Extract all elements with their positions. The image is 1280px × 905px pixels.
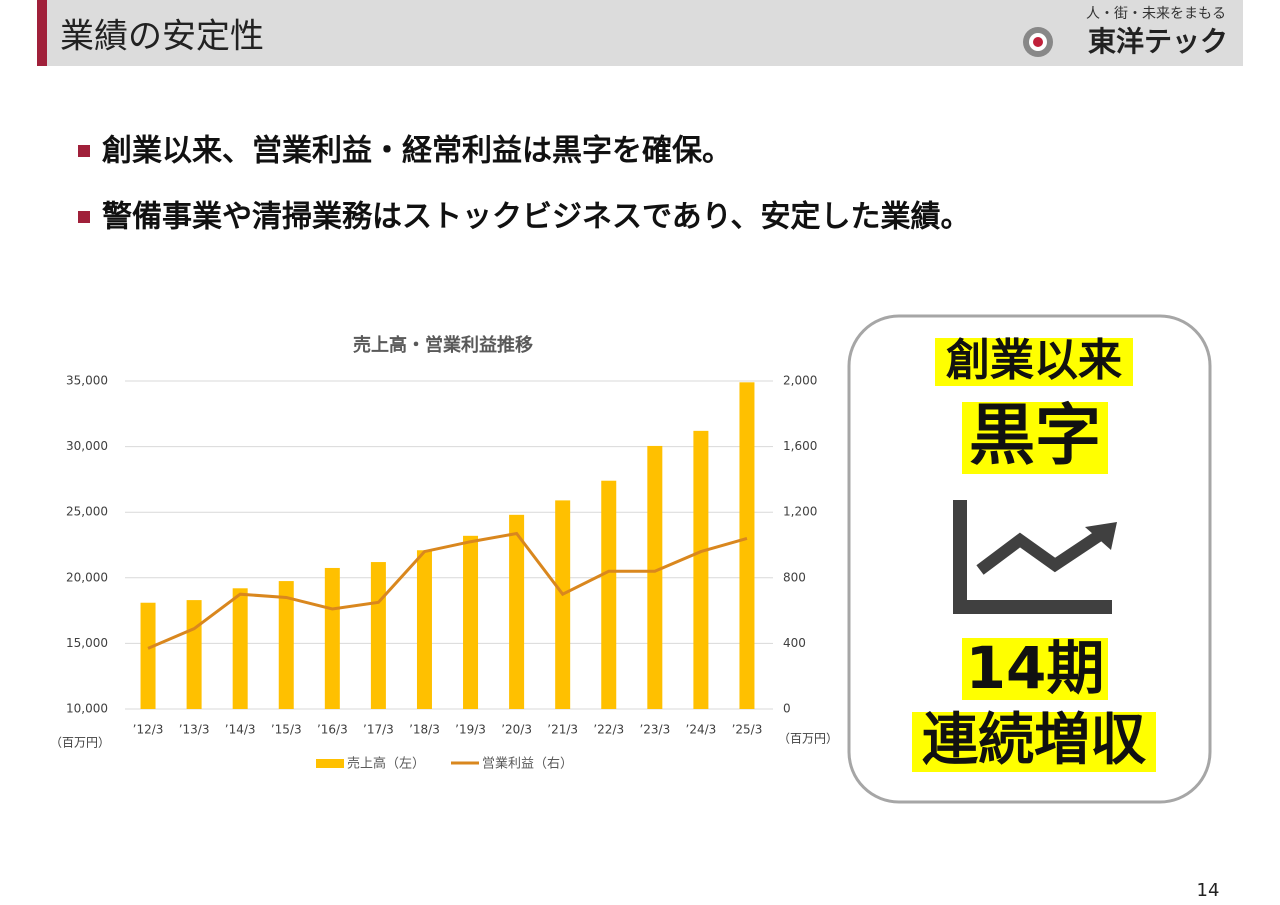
x-tick-label: ’24/3 [686,723,717,737]
logo: 東洋テック [1088,25,1228,58]
x-tick-label: ’25/3 [732,723,763,737]
highlight [962,402,1108,474]
legend-label: 売上高（左） [347,756,425,772]
highlight [935,338,1133,386]
trend-icon [976,530,1104,575]
trend-icon [953,500,1112,614]
bar [509,514,525,709]
bullet: 警備事業や清掃業務はストックビジネスであり、安定した業績。 [102,200,971,235]
x-tick-label: ’23/3 [639,723,670,737]
page-number: 14 [1197,880,1220,901]
x-tick-label: ’16/3 [317,723,348,737]
bar [555,500,571,709]
highlight [962,638,1108,700]
x-tick-label: ’14/3 [225,723,256,737]
bar [324,567,340,709]
badge-text: 黒字 [969,397,1101,474]
chart-title: 売上高・営業利益推移 [353,334,533,356]
legend-swatch [316,759,344,768]
x-tick-label: ’15/3 [271,723,302,737]
bar [186,600,202,709]
x-tick-label: ’13/3 [179,723,210,737]
y-tick-label: 25,000 [66,505,108,519]
bar [647,445,663,709]
y-tick-label: 10,000 [66,702,108,716]
bar [693,430,709,709]
y2-tick-label: 800 [783,570,806,584]
bar [278,581,294,709]
bar [416,550,432,709]
y-unit: （百万円） [50,736,110,750]
header-accent [37,0,47,66]
page-title: 業績の安定性 [60,17,264,57]
line [147,531,748,650]
trend-icon [1085,522,1117,550]
badge [847,314,1212,804]
y2-tick-label: 1,600 [783,439,817,453]
bar [463,535,479,709]
bar [739,382,755,709]
bar [140,602,156,709]
y2-tick-label: 0 [783,702,791,716]
x-tick-label: ’17/3 [363,723,394,737]
chart: 10,000 15,000 20,000 25,000 30,000 35,000 0 400… [66,374,817,772]
logo-icon [1033,37,1043,47]
x-tick-label: ’22/3 [593,723,624,737]
tagline: 人・街・未来をまもる [1086,6,1226,22]
bullet-marker [78,211,90,223]
badge-text: 創業以来 [946,335,1122,386]
bullet: 創業以来、営業利益・経常利益は黒字を確保。 [102,134,732,169]
x-tick-label: ’18/3 [409,723,440,737]
x-tick-label: ’20/3 [501,723,532,737]
x-tick-label: ’12/3 [133,723,164,737]
bullet-marker [78,145,90,157]
x-tick-label: ’21/3 [547,723,578,737]
y2-unit: （百万円） [778,732,838,746]
badge-text: 連続増収 [922,708,1146,773]
y2-tick-label: 1,200 [783,505,817,519]
badge-text: 14期 [966,634,1105,702]
y-tick-label: 35,000 [66,374,108,388]
legend-label: 営業利益（右） [482,756,573,772]
y2-tick-label: 2,000 [783,374,817,388]
y2-tick-label: 400 [783,636,806,650]
x-tick-label: ’19/3 [455,723,486,737]
bar [370,562,386,709]
bar [601,480,617,709]
highlight [912,712,1156,772]
y-tick-label: 15,000 [66,636,108,650]
y-tick-label: 20,000 [66,570,108,584]
bar [232,588,248,709]
y-tick-label: 30,000 [66,439,108,453]
